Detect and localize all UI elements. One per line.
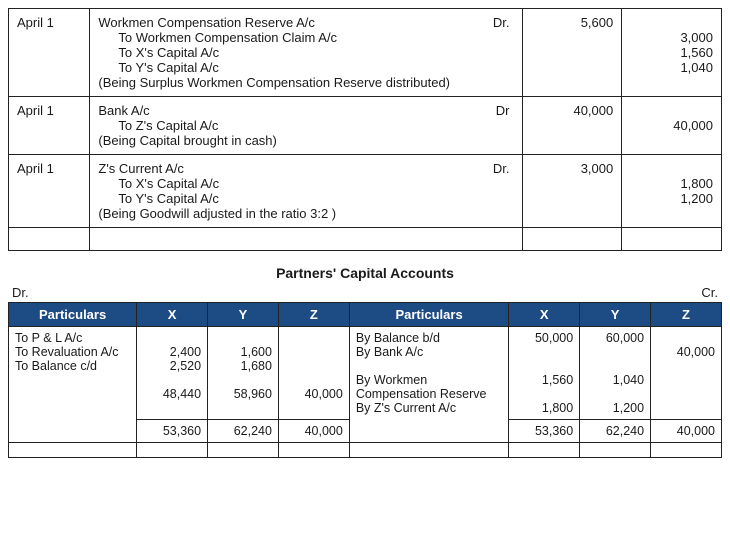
col-x-cr: X bbox=[509, 303, 580, 327]
journal-line: Z's Current A/c bbox=[98, 161, 184, 176]
table-row: To P & L A/c To Revaluation A/c To Balan… bbox=[9, 327, 722, 420]
journal-line: To Workmen Compensation Claim A/c bbox=[98, 30, 513, 45]
journal-credit: 40,000 bbox=[622, 97, 722, 155]
table-row: April 1 Bank A/c Dr To Z's Capital A/c (… bbox=[9, 97, 722, 155]
dr-suffix: Dr. bbox=[493, 161, 514, 176]
total-z-dr: 40,000 bbox=[278, 420, 349, 443]
cr-label: Cr. bbox=[701, 285, 718, 300]
journal-particulars: Z's Current A/c Dr. To X's Capital A/c T… bbox=[90, 155, 522, 228]
journal-narration: (Being Surplus Workmen Compensation Rese… bbox=[98, 75, 450, 90]
journal-narration: (Being Goodwill adjusted in the ratio 3:… bbox=[98, 206, 336, 221]
journal-line: Bank A/c bbox=[98, 103, 149, 118]
journal-particulars: Bank A/c Dr To Z's Capital A/c (Being Ca… bbox=[90, 97, 522, 155]
journal-line: To X's Capital A/c bbox=[98, 176, 513, 191]
col-particulars-cr: Particulars bbox=[349, 303, 508, 327]
journal-line: To Y's Capital A/c bbox=[98, 191, 513, 206]
capital-col-y-dr: 1,600 1,680 58,960 bbox=[208, 327, 279, 420]
journal-debit: 3,000 bbox=[522, 155, 622, 228]
table-row: April 1 Z's Current A/c Dr. To X's Capit… bbox=[9, 155, 722, 228]
dr-suffix: Dr. bbox=[493, 15, 514, 30]
capital-col-x-cr: 50,000 1,560 1,800 bbox=[509, 327, 580, 420]
col-z-dr: Z bbox=[278, 303, 349, 327]
journal-particulars: Workmen Compensation Reserve A/c Dr. To … bbox=[90, 9, 522, 97]
journal-line: To X's Capital A/c bbox=[98, 45, 513, 60]
table-row bbox=[9, 443, 722, 458]
capital-col-x-dr: 2,400 2,520 48,440 bbox=[137, 327, 208, 420]
journal-line: To Z's Capital A/c bbox=[98, 118, 513, 133]
journal-date: April 1 bbox=[9, 155, 90, 228]
total-x-cr: 53,360 bbox=[509, 420, 580, 443]
table-row bbox=[9, 228, 722, 251]
total-x-dr: 53,360 bbox=[137, 420, 208, 443]
capital-body-cr: By Balance b/d By Bank A/c By Workmen Co… bbox=[349, 327, 508, 420]
table-totals-row: 53,360 62,240 40,000 53,360 62,240 40,00… bbox=[9, 420, 722, 443]
col-y-dr: Y bbox=[208, 303, 279, 327]
col-particulars-dr: Particulars bbox=[9, 303, 137, 327]
total-y-dr: 62,240 bbox=[208, 420, 279, 443]
journal-debit: 5,600 bbox=[522, 9, 622, 97]
journal-line: To Y's Capital A/c bbox=[98, 60, 513, 75]
journal-credit: 3,000 1,560 1,040 bbox=[622, 9, 722, 97]
col-x-dr: X bbox=[137, 303, 208, 327]
journal-narration: (Being Capital brought in cash) bbox=[98, 133, 277, 148]
capital-col-y-cr: 60,000 1,040 1,200 bbox=[580, 327, 651, 420]
journal-date: April 1 bbox=[9, 97, 90, 155]
dr-suffix: Dr bbox=[496, 103, 514, 118]
capital-col-z-cr: 40,000 bbox=[651, 327, 722, 420]
journal-line: Workmen Compensation Reserve A/c bbox=[98, 15, 315, 30]
journal-credit: 1,800 1,200 bbox=[622, 155, 722, 228]
journal-date: April 1 bbox=[9, 9, 90, 97]
capital-col-z-dr: 40,000 bbox=[278, 327, 349, 420]
journal-debit: 40,000 bbox=[522, 97, 622, 155]
capital-accounts-title: Partners' Capital Accounts bbox=[8, 265, 722, 281]
capital-accounts-table: Particulars X Y Z Particulars X Y Z To P… bbox=[8, 302, 722, 458]
dr-label: Dr. bbox=[12, 285, 29, 300]
table-row: April 1 Workmen Compensation Reserve A/c… bbox=[9, 9, 722, 97]
journal-table: April 1 Workmen Compensation Reserve A/c… bbox=[8, 8, 722, 251]
capital-body-dr: To P & L A/c To Revaluation A/c To Balan… bbox=[9, 327, 137, 420]
drcr-labels: Dr. Cr. bbox=[8, 285, 722, 302]
table-header-row: Particulars X Y Z Particulars X Y Z bbox=[9, 303, 722, 327]
col-y-cr: Y bbox=[580, 303, 651, 327]
col-z-cr: Z bbox=[651, 303, 722, 327]
total-z-cr: 40,000 bbox=[651, 420, 722, 443]
total-y-cr: 62,240 bbox=[580, 420, 651, 443]
